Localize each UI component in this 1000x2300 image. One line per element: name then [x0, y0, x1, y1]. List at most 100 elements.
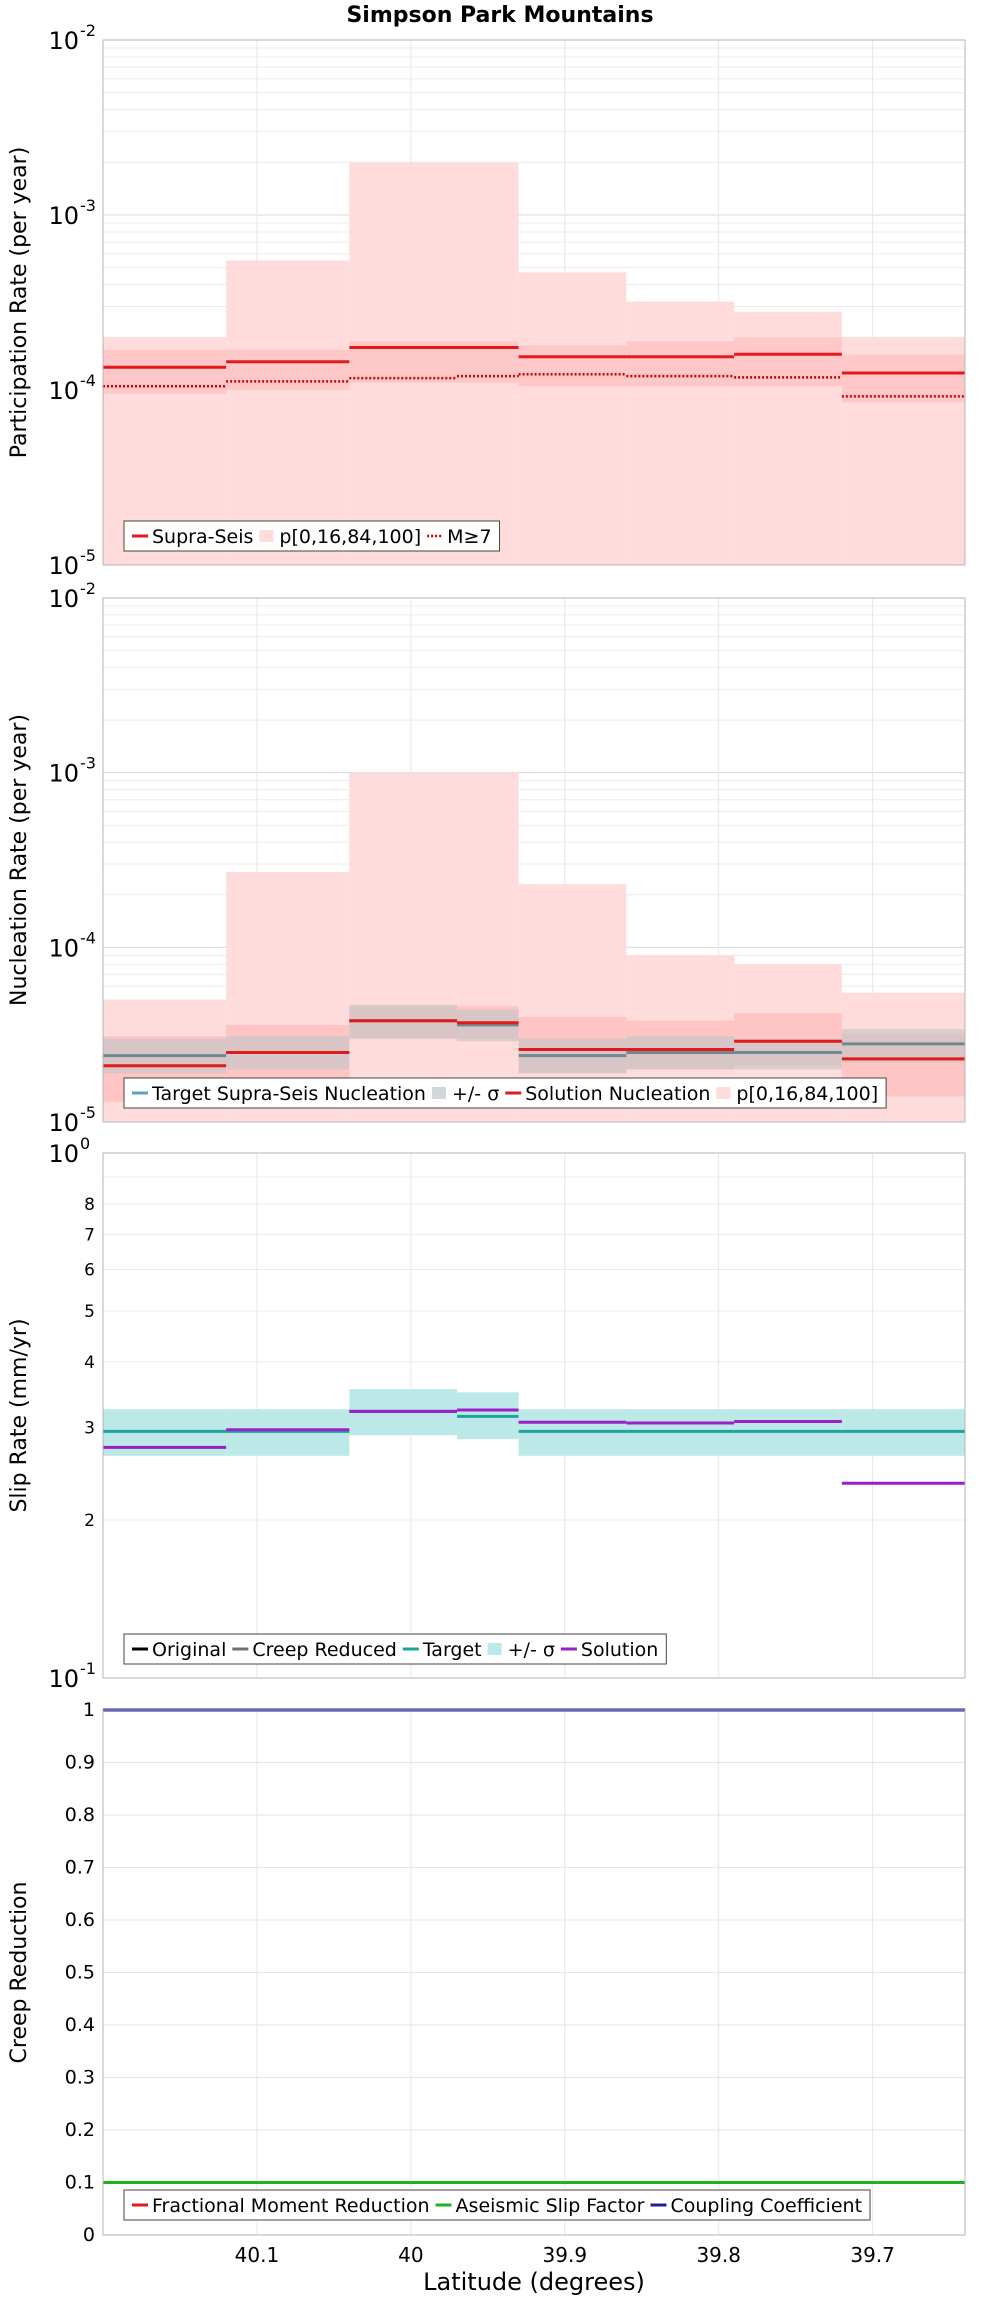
legend-item: Aseismic Slip Factor	[435, 2195, 645, 2217]
legend-item: Target	[402, 1639, 482, 1661]
y-tick-label: 2	[84, 1511, 95, 1531]
y-tick-label: 7	[84, 1225, 95, 1245]
figure-title: Simpson Park Mountains	[346, 3, 653, 28]
legend-label: Creep Reduced	[252, 1639, 396, 1661]
y-tick-label: 10	[48, 1109, 79, 1137]
y-tick-exponent: -2	[80, 579, 96, 598]
band-segment	[349, 772, 519, 1122]
y-tick-exponent: -5	[80, 1103, 96, 1122]
legend-item: Solution	[560, 1639, 658, 1661]
legend-swatch	[487, 1643, 502, 1655]
legend-label: M≥7	[447, 526, 491, 548]
y-tick-label: 0.8	[65, 1804, 95, 1826]
y-tick-label: 4	[84, 1353, 95, 1373]
y-axis-label: Slip Rate (mm/yr)	[7, 1318, 32, 1512]
legend-item: +/- σ	[431, 1083, 499, 1105]
plot-frame	[102, 597, 966, 1123]
legend-label: p[0,16,84,100]	[279, 526, 421, 548]
legend: Fractional Moment Reduction Aseismic Slip…	[123, 2189, 871, 2221]
legend-item: Original	[132, 1639, 226, 1661]
band-segment	[518, 272, 627, 565]
series-M≥7	[103, 373, 965, 398]
x-tick-labels: 40.1 40 39.9 39.8 39.7	[235, 2243, 895, 2267]
series-Solution Nucleation	[103, 1019, 965, 1068]
legend-item: +/- σ	[487, 1639, 555, 1661]
plot-frame	[102, 39, 966, 566]
legend-label: Supra-Seis	[152, 526, 253, 548]
panel-creep: 0 0.1 0.2 0.3 0.4 0.5 0.6 0.7 0.8 0.9 1 Creep Reduc…	[7, 1699, 966, 2246]
y-tick-exponent: 0	[80, 1134, 90, 1153]
band-segment	[841, 1029, 965, 1063]
x-tick-label: 40.1	[235, 2243, 280, 2267]
legend-item: Fractional Moment Reduction	[132, 2195, 430, 2217]
plot-frame	[102, 1709, 966, 2236]
y-tick-label: 8	[84, 1195, 95, 1215]
legend-item: Supra-Seis	[132, 526, 253, 548]
y-tick-label: 10	[48, 552, 79, 580]
y-tick-labels: 10-510-410-310-2	[48, 579, 96, 1137]
y-tick-label: 0.3	[65, 2067, 95, 2089]
x-tick-label: 40	[398, 2243, 423, 2267]
y-axis-label: Creep Reduction	[7, 1882, 32, 2064]
y-tick-label: 6	[84, 1260, 95, 1280]
series-Supra-Seis	[103, 345, 965, 375]
y-tick-label: 10	[48, 1665, 79, 1693]
band-segment	[734, 337, 842, 387]
legend-label: Target	[422, 1639, 482, 1661]
y-tick-label: 0.1	[65, 2172, 95, 2194]
y-tick-label: 10	[48, 585, 79, 613]
legend-label: Target Supra-Seis Nucleation	[151, 1083, 426, 1105]
y-tick-label: 0.6	[65, 1909, 95, 1931]
legend-swatch	[259, 530, 274, 542]
y-tick-labels: 0 0.1 0.2 0.3 0.4 0.5 0.6 0.7 0.8 0.9 1	[65, 1699, 95, 2246]
legend-item: p[0,16,84,100]	[259, 526, 421, 548]
legend-label: Solution	[581, 1639, 658, 1661]
legend-item: p[0,16,84,100]	[716, 1083, 878, 1105]
y-tick-label: 0.7	[65, 1857, 95, 1879]
y-tick-exponent: -2	[80, 21, 96, 40]
y-tick-label: 5	[84, 1302, 95, 1322]
band-segment	[841, 354, 965, 403]
y-tick-label: 1	[83, 1699, 95, 1721]
y-tick-label: 0	[83, 2224, 95, 2246]
legend-swatch	[716, 1087, 731, 1099]
legend: Original Creep Reduced Target +/- σ Solution	[123, 1633, 667, 1665]
y-tick-exponent: -3	[80, 754, 96, 773]
legend-item: M≥7	[427, 526, 492, 548]
legend-label: Fractional Moment Reduction	[152, 2195, 430, 2217]
legend-box	[123, 2189, 871, 2221]
x-tick-label: 39.8	[696, 2243, 741, 2267]
y-tick-label: 3	[84, 1419, 95, 1439]
legend-item: Creep Reduced	[232, 1639, 397, 1661]
y-tick-label: 0.2	[65, 2119, 95, 2141]
legend-label: p[0,16,84,100]	[736, 1083, 878, 1105]
y-tick-label: 0.5	[65, 1962, 95, 1984]
legend-item: Target Supra-Seis Nucleation	[132, 1083, 426, 1105]
band-segment	[626, 301, 735, 565]
x-tick-label: 39.9	[543, 2243, 588, 2267]
legend-item: Coupling Coefficient	[650, 2195, 862, 2217]
legend-label: Coupling Coefficient	[670, 2195, 862, 2217]
y-tick-label: 10	[48, 27, 79, 55]
y-tick-label: 0.9	[65, 1752, 95, 1774]
band-segment	[734, 1038, 842, 1070]
legend-swatch	[431, 1087, 446, 1099]
y-tick-label: 10	[48, 1140, 79, 1168]
legend-box	[123, 1077, 887, 1109]
y-tick-exponent: -5	[80, 546, 96, 565]
legend-item: Solution Nucleation	[505, 1083, 710, 1105]
legend-label: Solution Nucleation	[525, 1083, 710, 1105]
x-tick-label: 39.7	[850, 2243, 895, 2267]
y-tick-exponent: -1	[80, 1659, 96, 1678]
y-tick-label: 0.4	[65, 2014, 95, 2036]
legend: Target Supra-Seis Nucleation +/- σ Solutio…	[123, 1077, 887, 1109]
y-tick-exponent: -4	[80, 371, 96, 390]
plot-frame	[102, 1152, 966, 1679]
y-tick-exponent: -3	[80, 196, 96, 215]
